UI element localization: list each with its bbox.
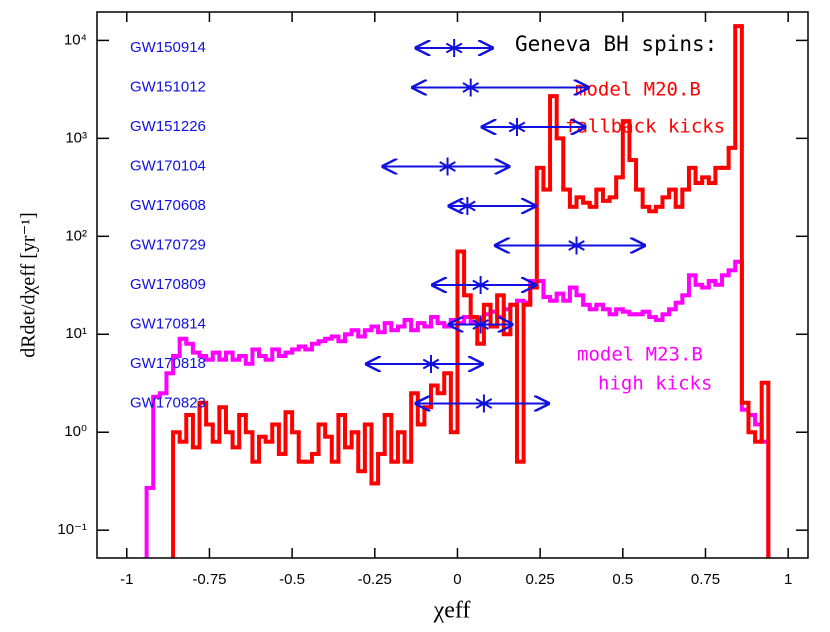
plot-area <box>144 24 771 558</box>
marker-stroke <box>445 42 463 54</box>
event-label: GW170729 <box>130 236 206 253</box>
event-label: GW170809 <box>130 276 206 293</box>
x-axis-label: χeff <box>433 598 471 624</box>
x-tick-label: -0.5 <box>279 571 305 588</box>
event-marker <box>568 236 585 255</box>
marker-stroke <box>568 240 585 251</box>
event-label: GW151012 <box>130 78 206 95</box>
event-marker <box>508 118 526 136</box>
x-tick-label: -0.75 <box>192 571 226 588</box>
event-marker <box>472 276 489 294</box>
x-tick-label: 0.25 <box>526 571 555 588</box>
event-marker <box>459 197 476 215</box>
marker-stroke <box>472 279 489 291</box>
event-marker <box>475 394 493 413</box>
x-tick-label: -1 <box>120 571 133 588</box>
event-marker <box>445 39 463 57</box>
annotation: high kicks <box>598 373 712 395</box>
event-label: GW151226 <box>130 118 206 135</box>
x-tick-label: 1 <box>784 571 792 588</box>
marker-stroke <box>508 121 526 133</box>
y-tick-label: 10³ <box>65 129 87 146</box>
annotation: Geneva BH spins: <box>515 32 717 56</box>
annotation: model M20.B <box>575 79 701 101</box>
event-label: GW170608 <box>130 197 206 214</box>
x-tick-label: 0.5 <box>612 571 633 588</box>
event-label: GW170823 <box>130 394 206 411</box>
marker-stroke <box>462 82 479 93</box>
y-tick-label: 10⁻¹ <box>57 521 87 538</box>
marker-stroke <box>472 319 489 330</box>
event-label: GW170104 <box>130 157 206 174</box>
plot-frame <box>96 11 809 559</box>
x-tick-label: 0 <box>453 571 461 588</box>
annotation: model M23.B <box>577 344 703 366</box>
y-tick-label: 10⁰ <box>64 423 87 440</box>
annotation: fallback kicks <box>565 116 725 138</box>
x-tick-label: 0.75 <box>691 571 720 588</box>
x-tick-label: -0.25 <box>358 571 392 588</box>
event-label: GW170818 <box>130 355 206 372</box>
y-tick-label: 10² <box>65 227 87 244</box>
marker-stroke <box>422 358 440 370</box>
event-marker <box>472 315 489 334</box>
y-tick-label: 10¹ <box>65 325 87 342</box>
event-marker <box>422 355 440 373</box>
marker-stroke <box>475 398 493 409</box>
event-label: GW150914 <box>130 39 206 56</box>
marker-stroke <box>459 200 476 212</box>
marker-stroke <box>439 161 456 172</box>
event-marker <box>439 157 456 176</box>
y-tick-label: 10⁴ <box>64 31 87 48</box>
event-marker <box>462 78 479 97</box>
y-axis-label: dRdet/dχeff [yr⁻¹] <box>18 212 40 358</box>
event-label: GW170814 <box>130 315 206 332</box>
